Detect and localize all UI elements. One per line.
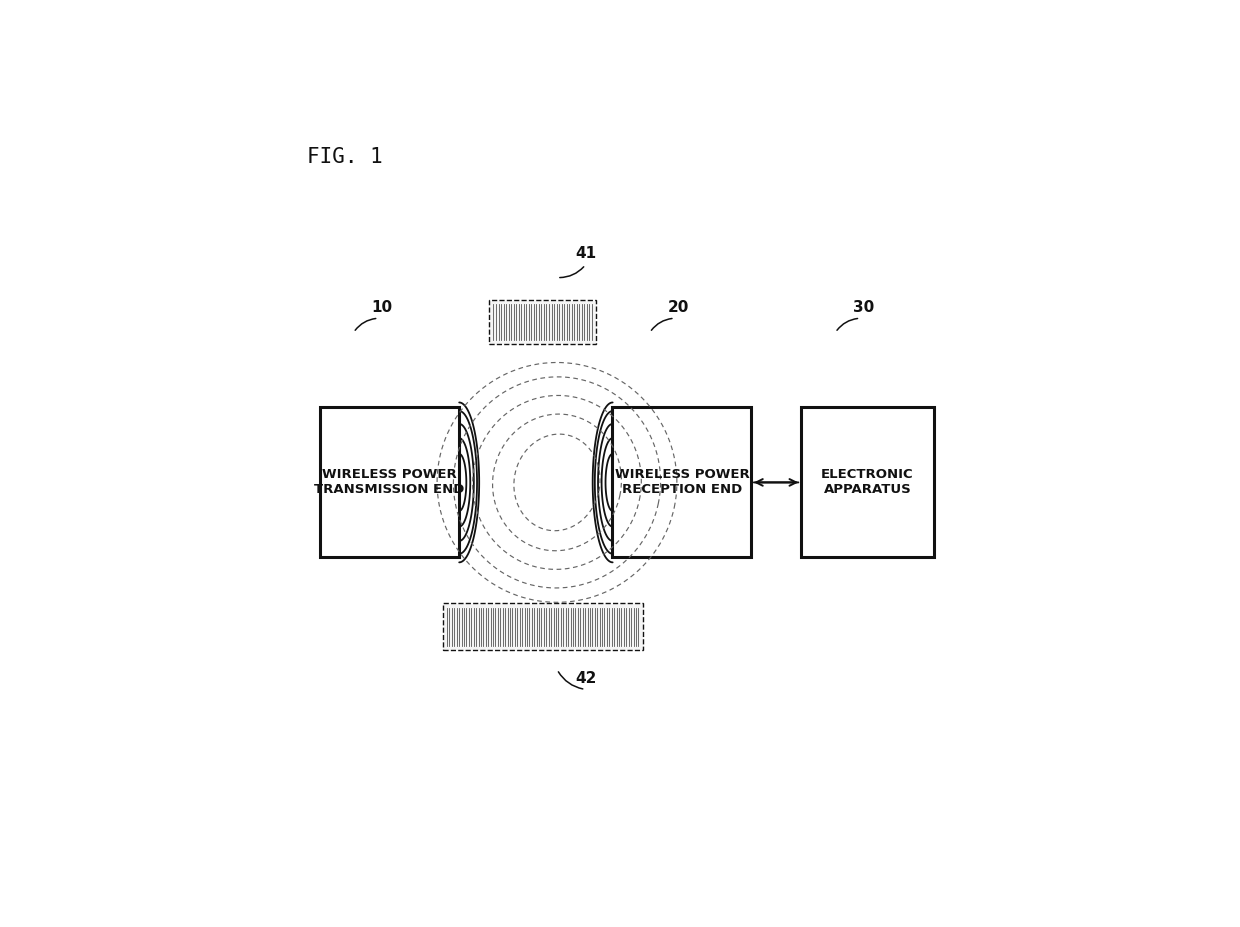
Text: 30: 30 — [853, 299, 874, 314]
Text: 10: 10 — [372, 299, 393, 314]
Bar — [801, 408, 934, 557]
Text: 20: 20 — [667, 299, 689, 314]
Text: FIG. 1: FIG. 1 — [308, 147, 383, 167]
Bar — [613, 408, 751, 557]
Text: WIRELESS POWER
RECEPTION END: WIRELESS POWER RECEPTION END — [615, 468, 749, 497]
Text: 42: 42 — [575, 671, 596, 686]
Bar — [320, 408, 459, 557]
Text: ELECTRONIC
APPARATUS: ELECTRONIC APPARATUS — [821, 468, 914, 497]
Bar — [443, 603, 642, 650]
Text: 41: 41 — [575, 247, 596, 261]
Text: WIRELESS POWER
TRANSMISSION END: WIRELESS POWER TRANSMISSION END — [314, 468, 465, 497]
Bar — [489, 299, 596, 344]
